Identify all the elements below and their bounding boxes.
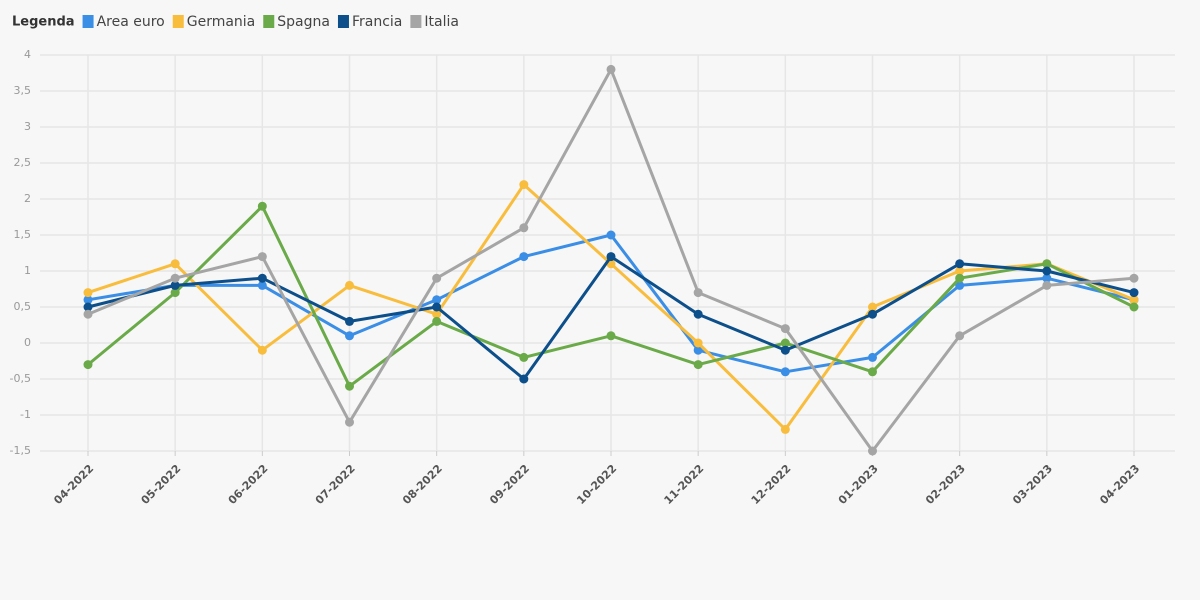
data-point [868, 309, 877, 319]
y-tick-label: 0 [24, 336, 31, 349]
data-point [1042, 273, 1052, 283]
data-point [432, 316, 442, 326]
x-tick-label: 12-2022 [749, 462, 794, 507]
data-point [693, 288, 703, 298]
y-tick-label: 1 [24, 264, 31, 277]
legend-label: Spagna [277, 14, 330, 30]
legend-label: Area euro [97, 14, 165, 30]
legend-swatch [410, 15, 422, 28]
data-point [868, 367, 877, 377]
y-tick-label: -1 [20, 408, 31, 421]
data-point [693, 309, 703, 319]
data-point [868, 302, 877, 312]
data-point [345, 316, 354, 326]
data-point [955, 331, 965, 341]
data-point [170, 288, 180, 298]
y-tick-label: 1,5 [14, 228, 32, 241]
data-point [170, 259, 180, 269]
data-point [83, 302, 93, 312]
data-point [693, 360, 703, 370]
legend-swatch [172, 15, 184, 28]
data-point [1129, 288, 1139, 298]
data-point [868, 352, 877, 362]
legend-swatch [82, 15, 94, 28]
x-tick-label: 03-2023 [1010, 462, 1055, 507]
x-tick-label: 06-2022 [226, 462, 271, 507]
y-tick-label: 2 [24, 192, 31, 205]
data-point [345, 417, 354, 427]
x-tick-label: 02-2023 [923, 462, 968, 507]
data-point [1042, 280, 1052, 290]
data-point [1042, 266, 1052, 276]
x-tick-label: 04-2023 [1097, 462, 1142, 507]
data-point [170, 280, 180, 290]
x-tick-label: 07-2022 [313, 462, 358, 507]
data-point [83, 360, 93, 370]
data-point [432, 273, 442, 283]
data-point [345, 381, 354, 391]
data-point [257, 280, 267, 290]
data-point [693, 338, 703, 348]
x-tick-label: 04-2022 [51, 462, 96, 507]
y-tick-label: -1,5 [10, 444, 31, 457]
data-point [257, 345, 267, 355]
y-tick-label: 3 [24, 120, 31, 133]
data-point [955, 273, 965, 283]
data-point [1129, 302, 1139, 312]
data-point [606, 252, 616, 262]
data-point [83, 288, 93, 298]
legend-swatch [337, 15, 349, 28]
data-point [955, 259, 965, 269]
data-point [519, 352, 529, 362]
legend-swatch [263, 15, 275, 28]
data-point [780, 345, 790, 355]
x-tick-label: 05-2022 [139, 462, 184, 507]
y-tick-label: -0,5 [10, 372, 31, 385]
legend-label: Italia [424, 14, 459, 30]
data-point [1129, 273, 1139, 283]
legend-title: Legenda [12, 15, 75, 30]
data-point [432, 295, 442, 305]
data-point [693, 345, 703, 355]
data-point [519, 223, 529, 233]
data-point [83, 309, 93, 319]
x-tick-label: 10-2022 [574, 462, 619, 507]
y-tick-label: 4 [24, 48, 31, 61]
legend-label: Francia [352, 14, 402, 30]
y-tick-label: 3,5 [14, 84, 32, 97]
x-tick-label: 01-2023 [836, 462, 881, 507]
data-point [780, 424, 790, 434]
data-point [780, 324, 790, 334]
data-point [345, 280, 354, 290]
data-point [606, 64, 616, 74]
legend-label: Germania [187, 14, 256, 30]
data-point [257, 201, 267, 211]
data-point [257, 252, 267, 262]
y-tick-label: 0,5 [14, 300, 32, 313]
data-point [780, 367, 790, 377]
data-point [955, 280, 965, 290]
data-point [1129, 295, 1139, 305]
data-point [519, 252, 529, 262]
data-point [432, 309, 442, 319]
data-point [780, 338, 790, 348]
data-point [606, 230, 616, 240]
data-point [432, 302, 442, 312]
data-point [345, 331, 354, 341]
x-tick-label: 11-2022 [662, 462, 707, 507]
data-point [170, 273, 180, 283]
data-point [606, 331, 616, 341]
data-point [519, 180, 529, 190]
data-point [83, 295, 93, 305]
data-point [1042, 259, 1052, 269]
data-point [955, 266, 965, 276]
y-tick-label: 2,5 [14, 156, 32, 169]
data-point [519, 374, 529, 384]
x-tick-label: 08-2022 [400, 462, 445, 507]
x-tick-label: 09-2022 [487, 462, 532, 507]
data-point [868, 446, 877, 456]
data-point [257, 273, 267, 283]
